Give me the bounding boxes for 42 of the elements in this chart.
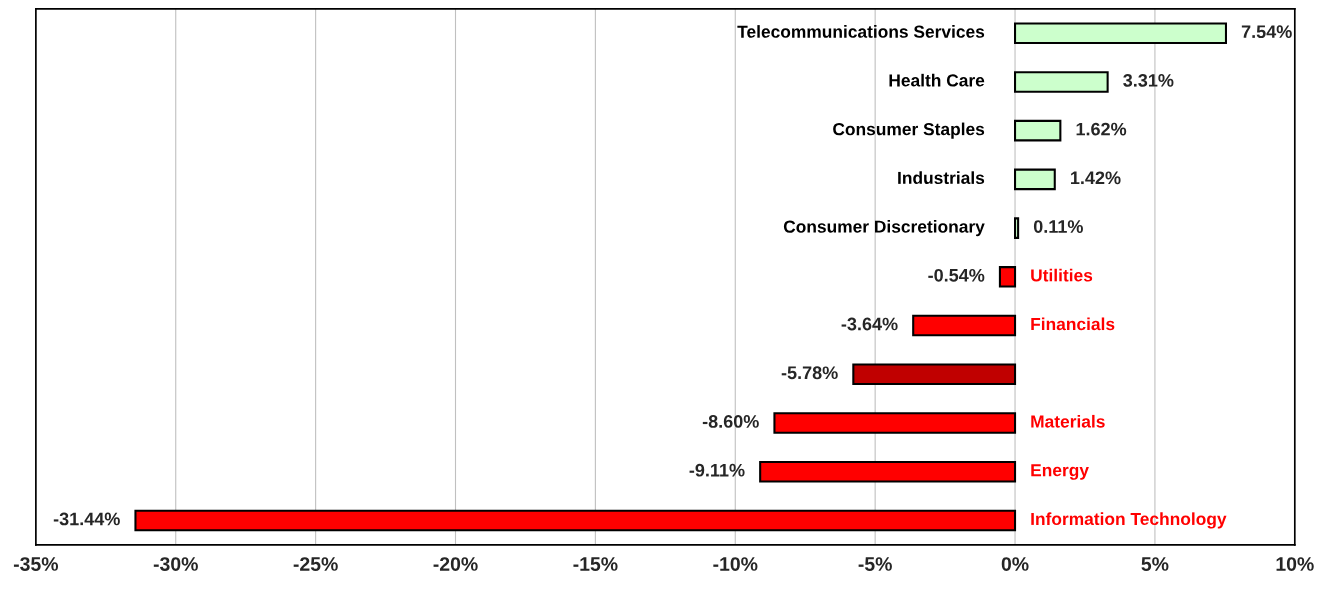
data-label: -31.44% <box>53 512 120 526</box>
y-tick-label: Utilities <box>1031 268 1093 282</box>
bar <box>773 412 1017 434</box>
x-tick-label: -25% <box>293 557 338 571</box>
data-label: 1.42% <box>1071 171 1121 185</box>
x-tick-label: -30% <box>153 557 198 571</box>
data-label: 3.31% <box>1123 73 1174 87</box>
bar <box>1013 217 1020 239</box>
x-tick-label: 10% <box>1276 557 1314 571</box>
data-label: 7.54% <box>1241 25 1292 39</box>
bar <box>759 460 1017 483</box>
y-tick-label: Financials <box>1031 317 1115 331</box>
data-label: 1.62% <box>1076 122 1127 136</box>
data-label: -9.11% <box>689 463 745 477</box>
x-tick-label: -5% <box>858 557 892 571</box>
data-label: -8.60% <box>702 415 759 428</box>
bar <box>912 314 1017 337</box>
bar <box>1013 168 1056 191</box>
data-label: -0.54% <box>928 268 985 282</box>
bar <box>852 363 1017 386</box>
x-tick-label: -35% <box>13 557 59 571</box>
bar <box>1013 71 1109 93</box>
bar <box>1013 22 1228 44</box>
y-tick-label: Consumer Discretionary <box>783 220 985 237</box>
data-label: -3.64% <box>841 317 898 331</box>
y-tick-label: Energy <box>1031 464 1089 480</box>
y-tick-label: Telecommunications Services <box>737 25 985 38</box>
data-label: 0.11% <box>1033 220 1083 233</box>
bar <box>1013 119 1062 142</box>
data-label: -5.78% <box>781 366 838 380</box>
x-tick-label: -15% <box>573 557 618 571</box>
x-tick-label: 0% <box>1001 557 1029 571</box>
y-tick-label: Consumer Staples <box>833 122 985 139</box>
y-tick-label: Information Technology <box>1031 512 1227 529</box>
bar <box>134 509 1017 532</box>
y-tick-label: Industrials <box>898 171 985 185</box>
x-tick-label: -10% <box>713 557 758 571</box>
bar <box>998 266 1017 288</box>
x-tick-label: 5% <box>1141 557 1169 571</box>
x-tick-label: -20% <box>433 557 478 571</box>
y-tick-label: Materials <box>1031 414 1105 428</box>
y-tick-label: Health Care <box>889 73 985 87</box>
